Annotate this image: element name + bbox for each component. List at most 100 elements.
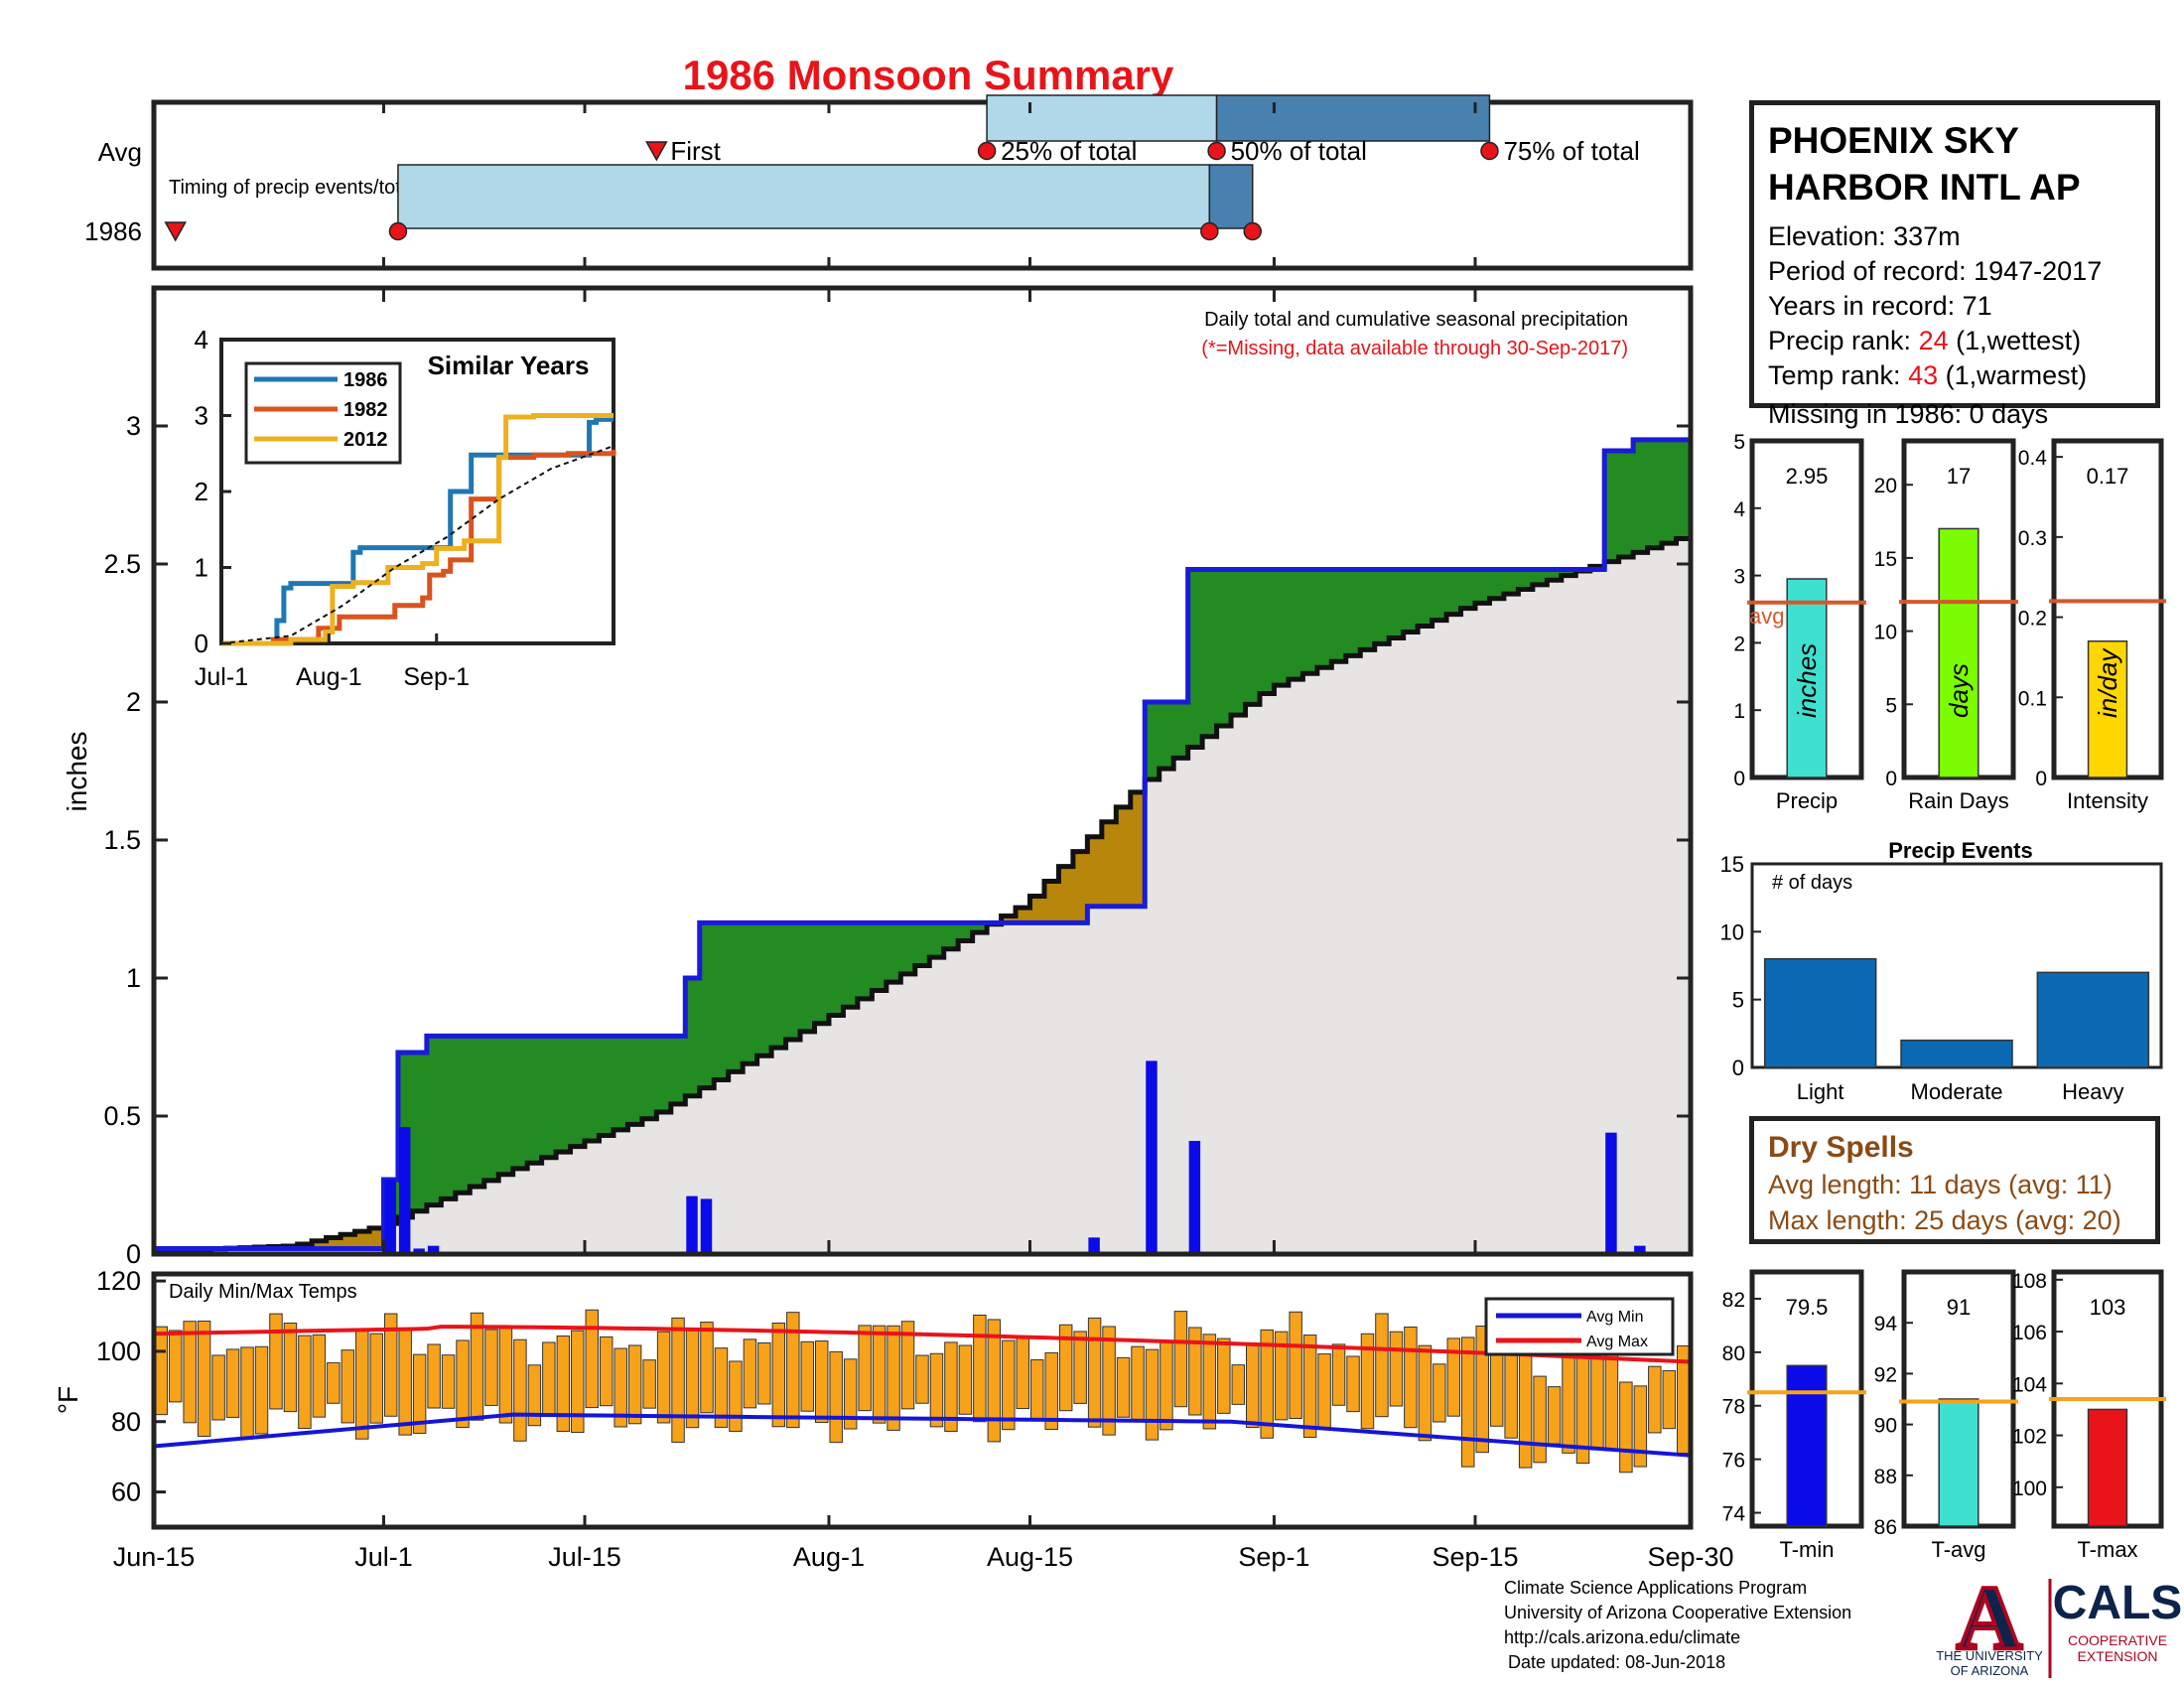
date-tick-label: Jun-15	[113, 1542, 196, 1572]
daily-temp-bar	[1016, 1336, 1030, 1410]
daily-temp-bar	[958, 1344, 973, 1415]
daily-temp-bar	[1087, 1317, 1102, 1428]
drier-fill	[1001, 915, 1017, 923]
footer-credits: Climate Science Applications Program Uni…	[1504, 1576, 1851, 1675]
wetter-fill	[498, 1036, 514, 1175]
temp-y-tick-label: 60	[111, 1477, 141, 1507]
mini-y-tick-label: 88	[1874, 1466, 1897, 1488]
daily-temp-bar	[427, 1343, 441, 1409]
station-temp-rank: Temp rank: 43 (1,warmest)	[1768, 358, 2155, 393]
daily-temp-bar	[441, 1354, 456, 1409]
mini-y-tick-label: 0	[2035, 768, 2047, 790]
mini-unit-label: days	[1944, 663, 1974, 718]
wetter-fill	[1374, 569, 1390, 644]
wetter-fill	[1331, 569, 1347, 662]
daily-temp-bar	[1375, 1313, 1389, 1418]
daily-temp-bar	[556, 1336, 571, 1433]
wetter-fill	[1288, 569, 1303, 680]
mini-y-tick-label: 0	[1885, 768, 1897, 790]
temp-rank-note: (1,warmest)	[1938, 360, 2088, 390]
daily-temp-bar	[1533, 1375, 1547, 1464]
mini-y-tick-label: 0.2	[2018, 608, 2047, 631]
mini-value-label: 103	[2090, 1295, 2126, 1320]
events-category-label: Heavy	[2062, 1079, 2123, 1104]
daily-temp-bar	[1289, 1311, 1302, 1420]
inset-title: Similar Years	[428, 351, 590, 380]
daily-temp-bar	[498, 1328, 513, 1424]
timeline-label-75: 75% of total	[1503, 136, 1639, 166]
wetter-fill	[527, 1036, 543, 1164]
timeline-avg-label: Avg	[98, 137, 142, 167]
daily-temp-bar	[944, 1341, 958, 1432]
precip-events-title: Precip Events	[1888, 838, 2033, 863]
precip-y-label: inches	[62, 732, 92, 812]
date-tick-label: Aug-15	[987, 1542, 1073, 1572]
mini-category-label: T-min	[1780, 1537, 1835, 1562]
daily-temp-bar	[211, 1354, 225, 1421]
wetter-fill	[570, 1036, 586, 1147]
daily-temp-bar	[369, 1333, 383, 1424]
wetter-fill	[743, 922, 758, 1064]
events-bar-moderate	[1900, 1039, 2013, 1068]
inset-y-tick-label: 0	[195, 629, 208, 658]
daily-temp-bar	[1562, 1353, 1575, 1454]
daily-temp-bar	[1331, 1343, 1346, 1406]
mini-value-label: 91	[1947, 1295, 1971, 1320]
timeline-dot	[1200, 221, 1219, 241]
daily-temp-bar	[973, 1314, 987, 1423]
mini-value-label: 0.17	[2087, 464, 2129, 489]
footer-line1: Climate Science Applications Program	[1504, 1578, 1808, 1598]
timeline-dot	[1480, 141, 1499, 161]
mini-bar-Intensity	[2087, 640, 2128, 778]
mini-y-tick-label: 100	[2012, 1477, 2047, 1500]
date-tick-label: Sep-15	[1432, 1542, 1518, 1572]
summary-panels: 2.95 Precip inches 0 1 2 3 4 5 17 Rain Days days 0 5 1…	[1720, 431, 2166, 1562]
wetter-fill	[872, 922, 887, 991]
station-name-1: PHOENIX SKY	[1768, 120, 2019, 161]
daily-temp-bar	[1231, 1364, 1246, 1405]
ua-logo-text2: OF ARIZONA	[1951, 1663, 2029, 1678]
mini-y-tick-label: 5	[1885, 694, 1897, 717]
wetter-fill	[1360, 569, 1376, 650]
precip-note-missing: (*=Missing, data available through 30-Se…	[1201, 338, 1628, 359]
station-precip-rank: Precip rank: 24 (1,wettest)	[1768, 324, 2155, 358]
station-info-box: PHOENIX SKY HARBOR INTL AP Elevation: 33…	[1749, 100, 2160, 408]
wetter-fill	[1216, 569, 1232, 726]
temps-y-label: °F	[53, 1386, 83, 1414]
wetter-fill	[1302, 569, 1318, 674]
daily-temp-bar	[1302, 1335, 1317, 1438]
wetter-fill	[958, 922, 974, 941]
daily-temp-bar	[355, 1329, 369, 1440]
mini-y-tick-label: 5	[1733, 431, 1745, 454]
mini-y-tick-label: 104	[2012, 1373, 2047, 1396]
daily-temp-bar	[1058, 1324, 1073, 1412]
drier-fill	[1087, 836, 1103, 907]
timeline-dot	[1243, 221, 1262, 241]
wetter-fill	[1173, 702, 1189, 759]
avg-min-line	[153, 1412, 1692, 1458]
daily-temp-bar	[685, 1330, 700, 1429]
daily-temp-bar	[1116, 1356, 1131, 1418]
inset-x-tick-label: Sep-1	[403, 663, 470, 691]
daily-temp-bar	[312, 1334, 327, 1418]
daily-temp-bar	[814, 1340, 829, 1424]
drier-fill	[1130, 791, 1146, 907]
mini-value-label: 2.95	[1786, 464, 1829, 489]
temp-y-tick-label: 100	[96, 1336, 141, 1366]
wetter-fill	[714, 922, 730, 1080]
wetter-fill	[470, 1036, 485, 1188]
daily-temp-bar	[900, 1321, 915, 1410]
daily-precip-bar	[1605, 1132, 1617, 1254]
daily-temp-bar	[1446, 1337, 1461, 1417]
wetter-fill	[441, 1036, 457, 1199]
station-name-2: HARBOR INTL AP	[1768, 167, 2081, 208]
mini-y-tick-label: 108	[2012, 1270, 2047, 1293]
daily-temp-bar	[1173, 1311, 1188, 1408]
precip-rank-value: 24	[1918, 326, 1949, 355]
mini-bar-T-min	[1786, 1364, 1828, 1527]
mini-y-tick-label: 4	[1733, 498, 1745, 521]
inset-y-tick-label: 2	[195, 477, 208, 506]
daily-temp-bar	[1504, 1341, 1518, 1439]
daily-temp-bar	[240, 1346, 254, 1439]
daily-temp-bar	[456, 1339, 470, 1429]
